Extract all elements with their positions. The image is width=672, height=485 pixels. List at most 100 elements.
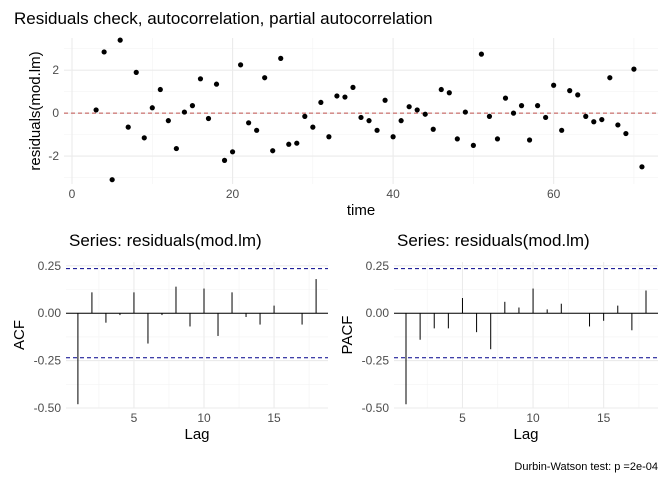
residual-point (478, 51, 485, 57)
residual-point (510, 110, 517, 116)
residual-point (551, 82, 557, 88)
residual-point (534, 103, 541, 109)
scatter-x-tick-label: 0 (69, 187, 76, 201)
residual-point (567, 88, 573, 94)
residual-point (559, 127, 565, 133)
residual-point (623, 130, 629, 137)
residual-point (246, 120, 252, 126)
residual-point (221, 157, 228, 163)
residual-point (262, 75, 268, 81)
residual-point (165, 118, 171, 124)
residual-point (543, 114, 549, 121)
residual-point (414, 107, 420, 113)
residual-point (254, 127, 260, 133)
residual-point (398, 118, 404, 124)
acf-y-axis-label: ACF (11, 320, 28, 350)
pacf-y-tick-label: 0.25 (366, 259, 390, 273)
residual-point (181, 109, 188, 115)
pacf-y-tick-label: -0.50 (362, 401, 390, 415)
residual-point (189, 103, 196, 109)
residual-point (583, 113, 589, 119)
acf-panel: Series: residuals(mod.lm) 5 10 15 -0.50 -0.25… (11, 231, 328, 443)
residual-point (390, 134, 396, 140)
residual-point (591, 119, 597, 125)
residual-point (406, 104, 412, 110)
residual-point (358, 114, 364, 121)
residual-point (518, 103, 525, 109)
residual-point (229, 149, 236, 155)
residual-point (494, 136, 501, 142)
acf-x-tick-label: 5 (131, 411, 138, 425)
residual-point (237, 62, 244, 68)
pacf-x-tick-label: 15 (597, 411, 611, 425)
residual-point (599, 116, 605, 123)
acf-x-tick-label: 15 (267, 411, 281, 425)
residual-point (101, 49, 107, 55)
residual-point (173, 145, 179, 152)
residual-point (270, 148, 276, 154)
residual-point (125, 124, 131, 130)
scatter-y-tick-label: 0 (52, 106, 59, 120)
pacf-x-axis-label: Lag (513, 426, 538, 443)
acf-x-tick-label: 10 (197, 411, 211, 425)
residual-point (149, 105, 155, 111)
residual-point (454, 136, 460, 142)
pacf-title: Series: residuals(mod.lm) (397, 231, 590, 250)
residual-point (294, 140, 300, 146)
pacf-x-tick-label: 10 (526, 411, 540, 425)
pacf-y-tick-label: 0.00 (366, 306, 390, 320)
residual-point (502, 95, 509, 101)
residual-point (462, 109, 468, 115)
durbin-watson-caption: Durbin-Watson test: p =2e-04 (514, 461, 658, 473)
residual-point (382, 97, 388, 103)
residual-point (422, 111, 428, 117)
scatter-y-tick-label: 2 (52, 63, 59, 77)
residual-point (334, 93, 340, 99)
residual-point (639, 164, 645, 170)
residual-point (197, 76, 204, 82)
residual-point (366, 118, 372, 124)
residual-point (157, 86, 163, 93)
residual-point (278, 55, 284, 61)
residual-point (342, 94, 348, 100)
residual-point (205, 115, 212, 122)
residual-point (615, 122, 621, 128)
residual-point (117, 37, 123, 43)
scatter-x-tick-label: 20 (226, 187, 240, 201)
residual-point (326, 134, 332, 140)
residual-point (350, 84, 356, 90)
residual-point (213, 81, 220, 87)
scatter-x-axis-label: time (347, 202, 375, 219)
residual-point (109, 177, 115, 183)
scatter-y-axis-label: residuals(mod.lm) (27, 51, 44, 170)
residual-point (93, 107, 99, 113)
residual-point (486, 113, 493, 119)
acf-x-axis-label: Lag (184, 426, 209, 443)
acf-y-tick-label: -0.25 (34, 354, 62, 368)
residual-point (446, 90, 452, 96)
pacf-y-tick-label: -0.25 (362, 354, 390, 368)
acf-y-tick-label: -0.50 (34, 401, 62, 415)
residual-point (286, 141, 292, 147)
acf-y-tick-label: 0.25 (38, 259, 62, 273)
pacf-panel: Series: residuals(mod.lm) 5 10 15 -0.50 -0.25… (339, 231, 658, 443)
residual-point (575, 92, 581, 98)
residual-point (310, 124, 316, 130)
main-title: Residuals check, autocorrelation, partia… (14, 9, 433, 28)
acf-title: Series: residuals(mod.lm) (69, 231, 262, 250)
residual-point (302, 113, 308, 119)
residual-point (438, 86, 444, 93)
residual-point (374, 127, 380, 133)
residuals-scatter-panel: 0 20 40 60 -2 0 2 time residuals(mod.lm) (27, 37, 658, 219)
scatter-y-tick-label: -2 (48, 149, 59, 163)
pacf-y-axis-label: PACF (339, 316, 356, 355)
residual-point (318, 99, 324, 106)
pacf-x-tick-label: 5 (459, 411, 466, 425)
residual-point (141, 135, 147, 141)
acf-y-tick-label: 0.00 (38, 306, 62, 320)
scatter-x-tick-label: 60 (547, 187, 561, 201)
residual-point (133, 69, 139, 75)
residual-point (607, 75, 613, 81)
